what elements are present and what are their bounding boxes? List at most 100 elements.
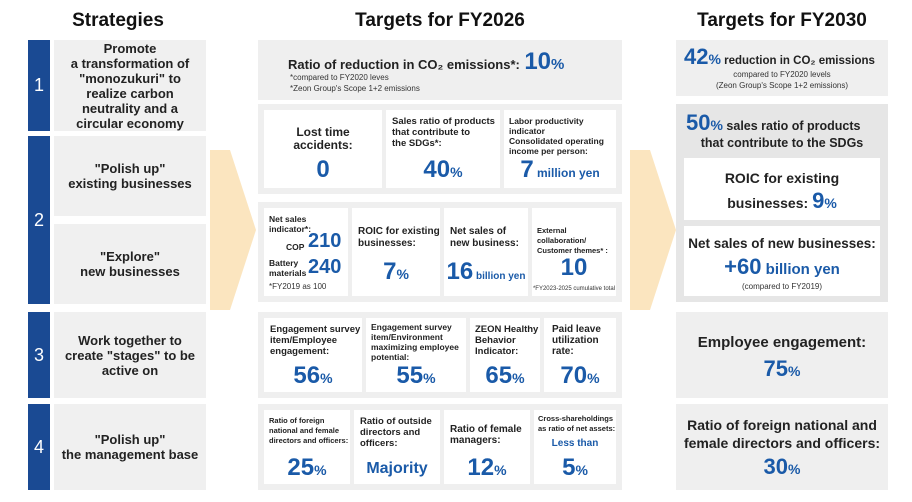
- fy2030-foreign-panel: Ratio of foreign national and female dir…: [676, 404, 888, 490]
- fy2026-eng1-value: 56: [293, 362, 321, 389]
- fy2030-newbiz-label: Net sales of new businesses:: [688, 236, 876, 251]
- fy2026-lost-time-value: 0: [316, 156, 330, 183]
- fy2030-sdgs-value: 50: [686, 110, 711, 135]
- fy2026-cross-prefix: Less than: [551, 438, 599, 449]
- fy2026-roic-label: ROIC for existing businesses:: [358, 226, 440, 249]
- fy2026-newbiz-unit: billion yen: [473, 271, 526, 282]
- fy2030-roic-value: 9: [812, 188, 825, 213]
- fy2026-row3-panel: Net sales indicator*: COP 210 Battery ma…: [258, 202, 622, 302]
- fy2030-co2-unit: %: [708, 51, 721, 67]
- strategy-number-2: 2: [28, 136, 50, 304]
- fy2026-roic-value: 7: [383, 258, 397, 285]
- strategy-1-text: Promote a transformation of "monozukuri"…: [54, 40, 206, 131]
- arrow-right-icon: [210, 150, 256, 310]
- fy2030-engagement-unit: %: [788, 363, 801, 379]
- fy2026-labor-value: 7: [520, 156, 534, 183]
- fy2030-sdgs-label1: sales ratio of products: [722, 119, 861, 133]
- strategy-number-3: 3: [28, 312, 50, 398]
- fy2026-health-label: ZEON Healthy Behavior Indicator:: [475, 324, 539, 357]
- fy2026-foreign-label: Ratio of foreign national and female dir…: [269, 416, 349, 445]
- strategy-4-text: "Polish up" the management base: [54, 404, 206, 490]
- fy2026-lost-time-card: Lost time accidents: 0: [264, 110, 382, 188]
- fy2026-leave-card: Paid leave utilization rate: 70%: [544, 318, 616, 392]
- fy2026-netsales-note: *FY2019 as 100: [269, 282, 327, 291]
- fy2030-engagement-value: 75: [763, 356, 789, 381]
- fy2026-co2-note2: *Zeon Group's Scope 1+2 emissions: [290, 84, 420, 93]
- fy2026-co2-label: Ratio of reduction in CO₂ emissions*:: [288, 57, 520, 72]
- fy2030-roic-label2: businesses:: [727, 195, 813, 211]
- fy2026-labor-unit: million yen: [533, 166, 600, 180]
- fy2030-newbiz-value: +60: [724, 254, 762, 279]
- fy2026-foreign-value: 25: [287, 454, 315, 481]
- fy2026-female-mgr-value: 12: [467, 454, 495, 481]
- fy2030-growth-panel: 50% sales ratio of products that contrib…: [676, 104, 888, 302]
- fy2026-co2-note1: *compared to FY2020 leves: [290, 73, 389, 82]
- fy2026-female-mgr-unit: %: [494, 462, 507, 478]
- fy2026-co2-value: 10: [524, 48, 552, 75]
- fy2030-roic-label1: ROIC for existing: [724, 170, 840, 186]
- fy2030-roic-card: ROIC for existing businesses: 9%: [684, 158, 880, 220]
- fy2030-sdgs-unit: %: [710, 117, 723, 133]
- fy2026-outside-label: Ratio of outside directors and officers:: [360, 416, 432, 449]
- fy2030-engagement-panel: Employee engagement: 75%: [676, 312, 888, 398]
- fy2026-eng1-card: Engagement survey item/Employee engageme…: [264, 318, 362, 392]
- fy2026-cop-value: 210: [308, 230, 342, 252]
- fy2026-battery-value: 240: [308, 256, 342, 278]
- fy2026-eng2-label: Engagement survey item/Environment maxim…: [371, 322, 459, 362]
- header-fy2026: Targets for FY2026: [355, 10, 525, 31]
- fy2026-cross-card: Cross-shareholdings as ratio of net asse…: [534, 410, 616, 484]
- fy2026-cross-value: 5: [562, 454, 576, 481]
- fy2026-newbiz-value: 16: [446, 258, 474, 285]
- fy2026-health-value: 65: [485, 362, 513, 389]
- fy2026-sdgs-label: Sales ratio of products that contribute …: [392, 116, 495, 149]
- fy2026-collab-card: External collaboration/ Customer themes*…: [532, 208, 616, 296]
- fy2026-collab-value: 10: [560, 254, 588, 281]
- fy2026-labor-card: Labor productivity indicator Consolidate…: [504, 110, 616, 188]
- fy2026-eng2-unit: %: [423, 370, 436, 386]
- fy2026-battery-label: Battery materials: [269, 258, 307, 278]
- fy2026-row5-panel: Ratio of foreign national and female dir…: [258, 404, 622, 490]
- fy2030-co2-note2: (Zeon Group's Scope 1+2 emissions): [715, 81, 849, 90]
- fy2026-netsales-card: Net sales indicator*: COP 210 Battery ma…: [264, 208, 348, 296]
- fy2026-sdgs-unit: %: [450, 164, 463, 180]
- fy2030-newbiz-unit: billion yen: [761, 261, 840, 278]
- fy2026-cross-label: Cross-shareholdings as ratio of net asse…: [538, 414, 616, 433]
- fy2030-co2-value: 42: [684, 44, 709, 69]
- header-strategies: Strategies: [72, 10, 164, 31]
- fy2026-cross-unit: %: [575, 462, 588, 478]
- fy2030-engagement-label: Employee engagement:: [697, 334, 867, 351]
- fy2026-lost-time-label: Lost time accidents:: [293, 125, 353, 152]
- fy2030-sdgs-label2: that contribute to the SDGs: [700, 136, 864, 150]
- fy2030-co2-panel: 42% reduction in CO₂ emissions compared …: [676, 40, 888, 96]
- fy2026-labor-label: Labor productivity indicator Consolidate…: [509, 116, 604, 156]
- fy2026-foreign-unit: %: [314, 462, 327, 478]
- fy2026-roic-unit: %: [396, 266, 409, 282]
- fy2030-co2-label: reduction in CO₂ emissions: [720, 55, 875, 67]
- strategy-2b-text: "Explore" new businesses: [54, 224, 206, 304]
- fy2026-eng2-card: Engagement survey item/Environment maxim…: [366, 318, 466, 392]
- strategy-number-1: 1: [28, 40, 50, 131]
- fy2030-co2-note1: compared to FY2020 levels: [733, 70, 831, 79]
- fy2026-health-unit: %: [512, 370, 525, 386]
- fy2026-leave-label: Paid leave utilization rate:: [552, 324, 601, 357]
- strategy-2a-text: "Polish up" existing businesses: [54, 136, 206, 216]
- fy2026-newbiz-label: Net sales of new business:: [450, 226, 519, 249]
- strategy-number-4: 4: [28, 404, 50, 490]
- fy2026-row4-panel: Engagement survey item/Employee engageme…: [258, 312, 622, 398]
- fy2026-leave-value: 70: [560, 362, 588, 389]
- fy2030-foreign-unit: %: [788, 461, 801, 477]
- fy2026-co2-unit: %: [551, 56, 565, 73]
- fy2026-collab-note: *FY2023-2025 cumulative total: [532, 286, 616, 292]
- fy2026-sdgs-value: 40: [423, 156, 451, 183]
- fy2030-foreign-value: 30: [763, 454, 789, 479]
- fy2026-outside-card: Ratio of outside directors and officers:…: [354, 410, 440, 484]
- fy2026-foreign-card: Ratio of foreign national and female dir…: [264, 410, 350, 484]
- header-fy2030: Targets for FY2030: [697, 10, 867, 31]
- fy2026-eng2-value: 55: [396, 362, 424, 389]
- fy2026-roic-card: ROIC for existing businesses: 7%: [352, 208, 440, 296]
- fy2026-health-card: ZEON Healthy Behavior Indicator: 65%: [470, 318, 540, 392]
- fy2026-female-mgr-label: Ratio of female managers:: [450, 424, 522, 446]
- fy2026-collab-label: External collaboration/ Customer themes*…: [537, 226, 608, 255]
- fy2026-eng1-unit: %: [320, 370, 333, 386]
- fy2026-row2-panel: Lost time accidents: 0 Sales ratio of pr…: [258, 104, 622, 194]
